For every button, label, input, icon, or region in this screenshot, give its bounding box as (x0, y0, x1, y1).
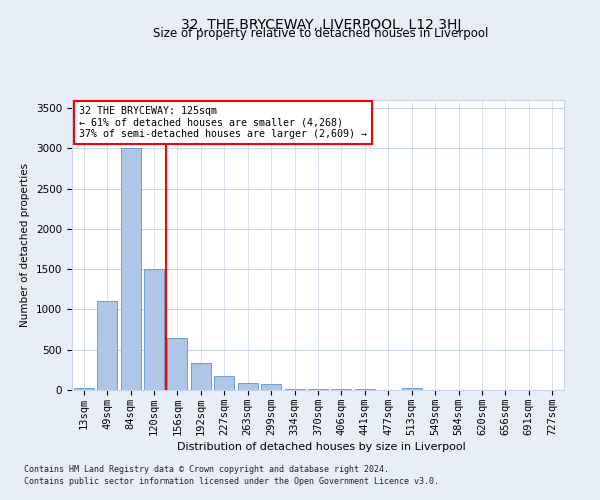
Bar (191, 364, 211, 390)
Bar (402, 388, 422, 390)
Bar (284, 389, 305, 390)
Text: 32 THE BRYCEWAY: 125sqm
← 61% of detached houses are smaller (4,268)
37% of semi: 32 THE BRYCEWAY: 125sqm ← 61% of detache… (79, 106, 367, 139)
Bar (238, 383, 257, 390)
Bar (331, 389, 352, 390)
Text: Distribution of detached houses by size in Liverpool: Distribution of detached houses by size … (176, 442, 466, 452)
Text: 32, THE BRYCEWAY, LIVERPOOL, L12 3HJ: 32, THE BRYCEWAY, LIVERPOOL, L12 3HJ (181, 18, 461, 32)
Bar (144, 269, 164, 390)
Bar (74, 388, 94, 390)
Bar (355, 389, 375, 390)
Text: Contains public sector information licensed under the Open Government Licence v3: Contains public sector information licen… (24, 477, 439, 486)
Text: Size of property relative to detached houses in Liverpool: Size of property relative to detached ho… (154, 28, 488, 40)
Bar (97, 302, 117, 390)
Bar (261, 384, 281, 390)
Bar (214, 376, 234, 390)
Text: Contains HM Land Registry data © Crown copyright and database right 2024.: Contains HM Land Registry data © Crown c… (24, 466, 389, 474)
Y-axis label: Number of detached properties: Number of detached properties (20, 163, 31, 327)
Bar (308, 389, 328, 390)
Bar (167, 338, 187, 390)
Bar (121, 148, 140, 390)
